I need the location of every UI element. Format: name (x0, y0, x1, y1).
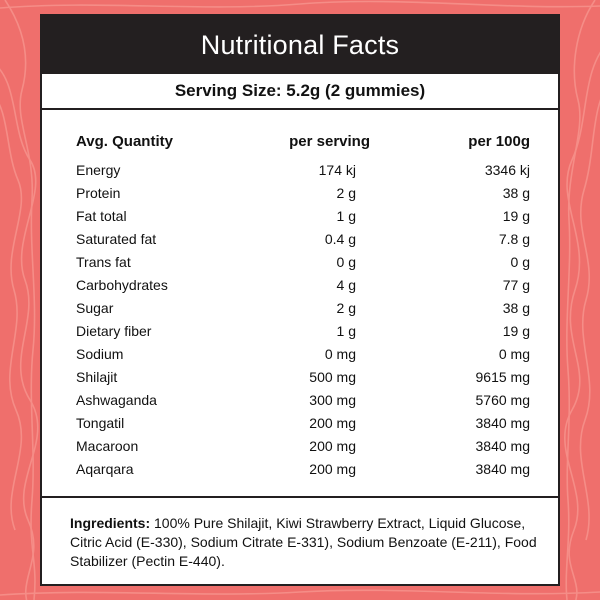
column-header-per-serving: per serving (289, 132, 370, 150)
nutrient-name: Ashwaganda (76, 391, 157, 408)
table-header-row: Avg. Quantity per serving per 100g (76, 128, 530, 154)
ingredients-text: 100% Pure Shilajit, Kiwi Strawberry Extr… (70, 515, 537, 569)
table-row: Dietary fiber 1 g 19 g (76, 319, 530, 342)
nutrient-name: Sugar (76, 299, 114, 316)
ingredients-label: Ingredients: (70, 515, 151, 531)
per-serving-value: 200 mg (309, 437, 356, 454)
table-row: Sugar 2 g 38 g (76, 296, 530, 319)
per-serving-value: 0 g (336, 253, 356, 270)
table-row: Aqarqara 200 mg 3840 mg (76, 457, 530, 480)
ingredients-section: Ingredients: 100% Pure Shilajit, Kiwi St… (70, 514, 540, 571)
table-row: Fat total 1 g 19 g (76, 204, 530, 227)
per-serving-value: 200 mg (309, 460, 356, 477)
nutrient-name: Protein (76, 184, 121, 201)
ingredients-divider (42, 496, 558, 498)
per-100g-value: 0 mg (498, 345, 530, 362)
table-body: Energy 174 kj 3346 kj Protein 2 g 38 g Fat tot… (76, 158, 530, 480)
per-100g-value: 77 g (502, 276, 530, 293)
serving-size-bar: Serving Size: 5.2g (2 gummies) (42, 74, 558, 110)
table-row: Trans fat 0 g 0 g (76, 250, 530, 273)
per-serving-value: 4 g (336, 276, 356, 293)
nutrient-name: Tongatil (76, 414, 125, 431)
per-serving-value: 174 kj (318, 161, 356, 178)
column-header-quantity: Avg. Quantity (76, 132, 173, 150)
per-100g-value: 3840 mg (475, 460, 530, 477)
table-row: Saturated fat 0.4 g 7.8 g (76, 227, 530, 250)
per-serving-value: 1 g (336, 322, 356, 339)
per-100g-value: 19 g (502, 322, 530, 339)
per-100g-value: 38 g (502, 299, 530, 316)
per-100g-value: 7.8 g (498, 230, 530, 247)
per-serving-value: 2 g (336, 299, 356, 316)
per-serving-value: 200 mg (309, 414, 356, 431)
column-header-per-100g: per 100g (468, 132, 530, 150)
nutrient-name: Fat total (76, 207, 127, 224)
per-100g-value: 0 g (510, 253, 530, 270)
table-row: Ashwaganda 300 mg 5760 mg (76, 388, 530, 411)
panel-title: Nutritional Facts (200, 29, 400, 60)
nutrient-name: Saturated fat (76, 230, 157, 247)
table-row: Macaroon 200 mg 3840 mg (76, 434, 530, 457)
per-100g-value: 19 g (502, 207, 530, 224)
nutrient-name: Carbohydrates (76, 276, 168, 293)
nutrient-name: Macaroon (76, 437, 139, 454)
per-100g-value: 5760 mg (475, 391, 530, 408)
per-serving-value: 0.4 g (324, 230, 356, 247)
nutrition-facts-panel: Nutritional Facts Serving Size: 5.2g (2 … (40, 14, 560, 586)
table-row: Energy 174 kj 3346 kj (76, 158, 530, 181)
per-serving-value: 2 g (336, 184, 356, 201)
per-100g-value: 3346 kj (484, 161, 530, 178)
nutrient-name: Shilajit (76, 368, 118, 385)
nutrient-name: Aqarqara (76, 460, 134, 477)
table-row: Sodium 0 mg 0 mg (76, 342, 530, 365)
title-bar: Nutritional Facts (42, 16, 558, 74)
table-row: Carbohydrates 4 g 77 g (76, 273, 530, 296)
nutrient-name: Trans fat (76, 253, 131, 270)
table-row: Protein 2 g 38 g (76, 181, 530, 204)
per-100g-value: 38 g (502, 184, 530, 201)
table-row: Tongatil 200 mg 3840 mg (76, 411, 530, 434)
nutrient-name: Sodium (76, 345, 124, 362)
nutrition-table: Avg. Quantity per serving per 100g Energ… (76, 128, 530, 480)
nutrient-name: Energy (76, 161, 121, 178)
serving-size-text: Serving Size: 5.2g (2 gummies) (174, 81, 426, 100)
table-row: Shilajit 500 mg 9615 mg (76, 365, 530, 388)
per-serving-value: 1 g (336, 207, 356, 224)
per-100g-value: 9615 mg (475, 368, 530, 385)
per-serving-value: 300 mg (309, 391, 356, 408)
per-100g-value: 3840 mg (475, 437, 530, 454)
per-serving-value: 500 mg (309, 368, 356, 385)
per-100g-value: 3840 mg (475, 414, 530, 431)
nutrient-name: Dietary fiber (76, 322, 152, 339)
per-serving-value: 0 mg (324, 345, 356, 362)
